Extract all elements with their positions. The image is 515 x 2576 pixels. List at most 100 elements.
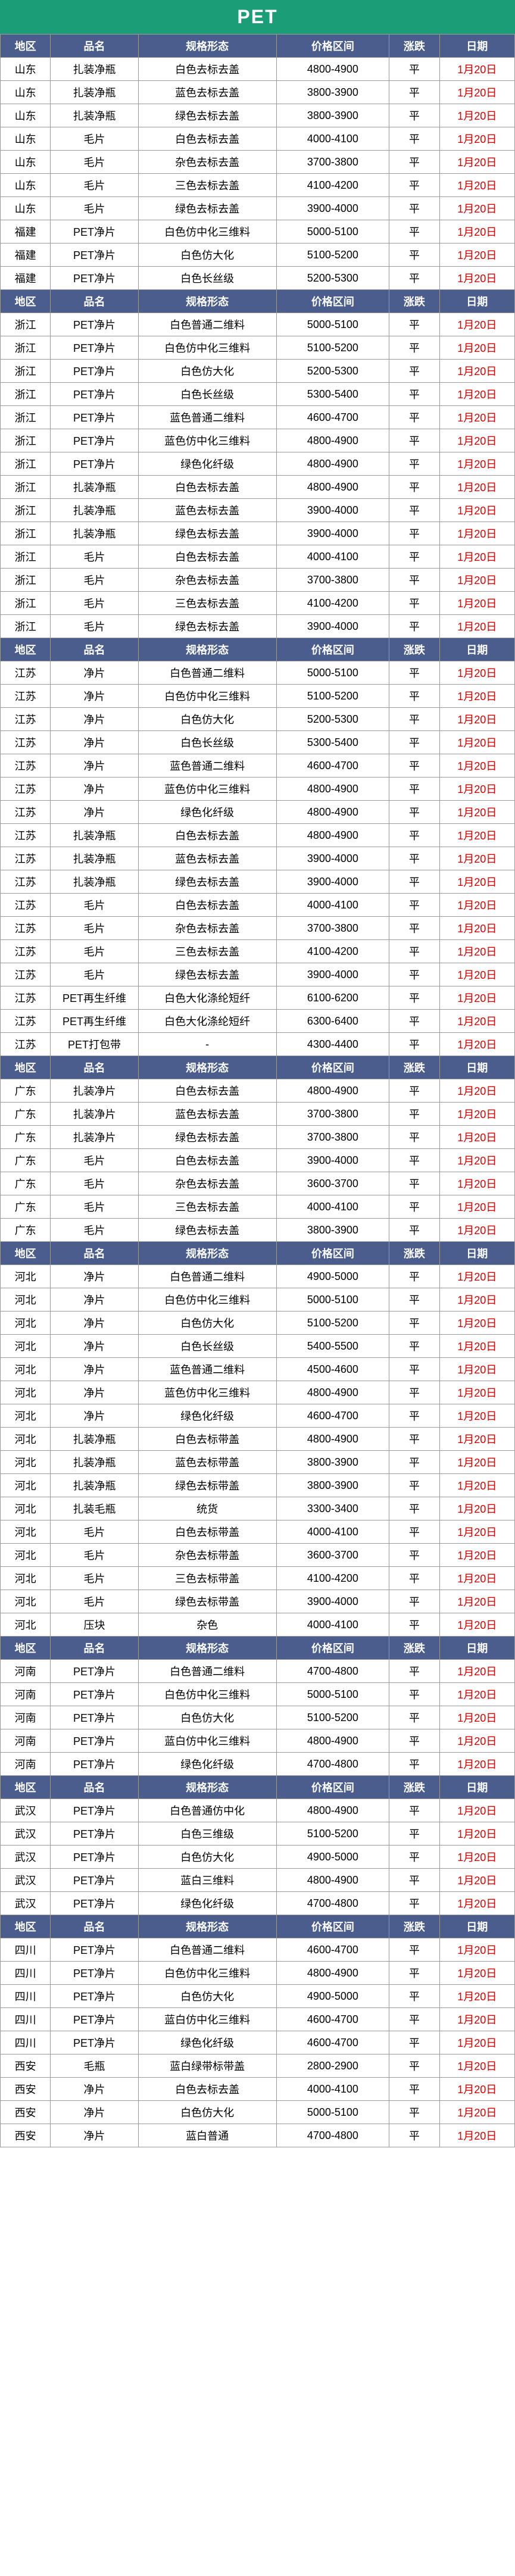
cell-name: PET净片 bbox=[51, 429, 139, 452]
table-row: 河北扎装净瓶蓝色去标带盖3800-3900平1月20日 bbox=[1, 1451, 515, 1474]
cell-name: 毛片 bbox=[51, 963, 139, 986]
cell-region: 河北 bbox=[1, 1520, 51, 1544]
cell-price: 3900-4000 bbox=[276, 522, 389, 545]
cell-trend: 平 bbox=[389, 58, 439, 81]
cell-region: 江苏 bbox=[1, 1033, 51, 1056]
cell-date: 1月20日 bbox=[439, 174, 514, 197]
header-cell: 日期 bbox=[439, 1776, 514, 1799]
cell-price: 4800-4900 bbox=[276, 1381, 389, 1404]
cell-date: 1月20日 bbox=[439, 1729, 514, 1753]
cell-name: 毛片 bbox=[51, 1149, 139, 1172]
cell-spec: 白色普通二维料 bbox=[138, 1265, 276, 1288]
cell-name: 扎装净瓶 bbox=[51, 476, 139, 499]
cell-date: 1月20日 bbox=[439, 1474, 514, 1497]
cell-trend: 平 bbox=[389, 1729, 439, 1753]
cell-price: 2800-2900 bbox=[276, 2054, 389, 2078]
cell-price: 4600-4700 bbox=[276, 406, 389, 429]
cell-price: 4700-4800 bbox=[276, 1660, 389, 1683]
cell-region: 江苏 bbox=[1, 940, 51, 963]
cell-region: 浙江 bbox=[1, 569, 51, 592]
cell-date: 1月20日 bbox=[439, 1451, 514, 1474]
cell-name: PET净片 bbox=[51, 1985, 139, 2008]
cell-name: 净片 bbox=[51, 661, 139, 685]
cell-spec: 杂色去标去盖 bbox=[138, 917, 276, 940]
cell-date: 1月20日 bbox=[439, 708, 514, 731]
cell-date: 1月20日 bbox=[439, 545, 514, 569]
cell-region: 山东 bbox=[1, 104, 51, 127]
cell-region: 广东 bbox=[1, 1195, 51, 1219]
cell-date: 1月20日 bbox=[439, 847, 514, 870]
cell-trend: 平 bbox=[389, 1869, 439, 1892]
cell-spec: 蓝色普通二维料 bbox=[138, 1358, 276, 1381]
cell-price: 4000-4100 bbox=[276, 127, 389, 151]
cell-spec: 白色去标去盖 bbox=[138, 1079, 276, 1103]
cell-price: 5200-5300 bbox=[276, 708, 389, 731]
cell-spec: 蓝色去标去盖 bbox=[138, 81, 276, 104]
cell-region: 河北 bbox=[1, 1312, 51, 1335]
cell-name: PET净片 bbox=[51, 1683, 139, 1706]
cell-date: 1月20日 bbox=[439, 1938, 514, 1962]
cell-name: PET净片 bbox=[51, 1962, 139, 1985]
cell-trend: 平 bbox=[389, 499, 439, 522]
cell-price: 5000-5100 bbox=[276, 313, 389, 336]
cell-region: 江苏 bbox=[1, 708, 51, 731]
cell-trend: 平 bbox=[389, 1497, 439, 1520]
cell-date: 1月20日 bbox=[439, 1822, 514, 1846]
cell-name: 扎装净瓶 bbox=[51, 870, 139, 894]
cell-name: PET净片 bbox=[51, 2008, 139, 2031]
table-row: 山东扎装净瓶绿色去标去盖3800-3900平1月20日 bbox=[1, 104, 515, 127]
table-row: 河北毛片绿色去标带盖3900-4000平1月20日 bbox=[1, 1590, 515, 1613]
cell-spec: 三色去标去盖 bbox=[138, 940, 276, 963]
cell-date: 1月20日 bbox=[439, 1799, 514, 1822]
cell-date: 1月20日 bbox=[439, 1962, 514, 1985]
table-row: 四川PET净片白色仿大化4900-5000平1月20日 bbox=[1, 1985, 515, 2008]
cell-date: 1月20日 bbox=[439, 778, 514, 801]
cell-trend: 平 bbox=[389, 336, 439, 360]
cell-price: 4900-5000 bbox=[276, 1265, 389, 1288]
cell-region: 武汉 bbox=[1, 1846, 51, 1869]
header-cell: 价格区间 bbox=[276, 1637, 389, 1660]
cell-price: 5100-5200 bbox=[276, 1706, 389, 1729]
cell-date: 1月20日 bbox=[439, 754, 514, 778]
cell-price: 3700-3800 bbox=[276, 569, 389, 592]
cell-spec: 白色仿大化 bbox=[138, 1985, 276, 2008]
cell-spec: 绿色去标带盖 bbox=[138, 1590, 276, 1613]
cell-trend: 平 bbox=[389, 592, 439, 615]
cell-region: 河北 bbox=[1, 1288, 51, 1312]
cell-date: 1月20日 bbox=[439, 1404, 514, 1428]
cell-name: 扎装净瓶 bbox=[51, 1474, 139, 1497]
header-cell: 涨跌 bbox=[389, 1915, 439, 1938]
table-row: 江苏毛片绿色去标去盖3900-4000平1月20日 bbox=[1, 963, 515, 986]
cell-spec: 白色普通仿中化 bbox=[138, 1799, 276, 1822]
table-row: 河南PET净片白色普通二维料4700-4800平1月20日 bbox=[1, 1660, 515, 1683]
table-row: 江苏扎装净瓶绿色去标去盖3900-4000平1月20日 bbox=[1, 870, 515, 894]
table-row: 江苏PET再生纤维白色大化涤纶短纤6300-6400平1月20日 bbox=[1, 1010, 515, 1033]
cell-trend: 平 bbox=[389, 429, 439, 452]
cell-date: 1月20日 bbox=[439, 1172, 514, 1195]
table-row: 浙江扎装净瓶蓝色去标去盖3900-4000平1月20日 bbox=[1, 499, 515, 522]
cell-region: 江苏 bbox=[1, 731, 51, 754]
cell-spec: 白色去标去盖 bbox=[138, 1149, 276, 1172]
cell-date: 1月20日 bbox=[439, 1660, 514, 1683]
cell-region: 广东 bbox=[1, 1103, 51, 1126]
cell-price: 4000-4100 bbox=[276, 1520, 389, 1544]
cell-region: 四川 bbox=[1, 2008, 51, 2031]
table-row: 河北毛片三色去标带盖4100-4200平1月20日 bbox=[1, 1567, 515, 1590]
table-row: 浙江毛片杂色去标去盖3700-3800平1月20日 bbox=[1, 569, 515, 592]
table-row: 武汉PET净片白色仿大化4900-5000平1月20日 bbox=[1, 1846, 515, 1869]
cell-price: 4600-4700 bbox=[276, 1938, 389, 1962]
header-cell: 规格形态 bbox=[138, 1242, 276, 1265]
header-row: 地区品名规格形态价格区间涨跌日期 bbox=[1, 35, 515, 58]
cell-date: 1月20日 bbox=[439, 1497, 514, 1520]
cell-trend: 平 bbox=[389, 778, 439, 801]
cell-price: 4800-4900 bbox=[276, 1079, 389, 1103]
cell-date: 1月20日 bbox=[439, 58, 514, 81]
cell-date: 1月20日 bbox=[439, 1985, 514, 2008]
cell-region: 浙江 bbox=[1, 429, 51, 452]
cell-name: 扎装净片 bbox=[51, 1103, 139, 1126]
cell-spec: 蓝色去标去盖 bbox=[138, 1103, 276, 1126]
cell-region: 江苏 bbox=[1, 661, 51, 685]
table-row: 山东扎装净瓶蓝色去标去盖3800-3900平1月20日 bbox=[1, 81, 515, 104]
table-row: 山东扎装净瓶白色去标去盖4800-4900平1月20日 bbox=[1, 58, 515, 81]
cell-spec: 杂色去标去盖 bbox=[138, 151, 276, 174]
